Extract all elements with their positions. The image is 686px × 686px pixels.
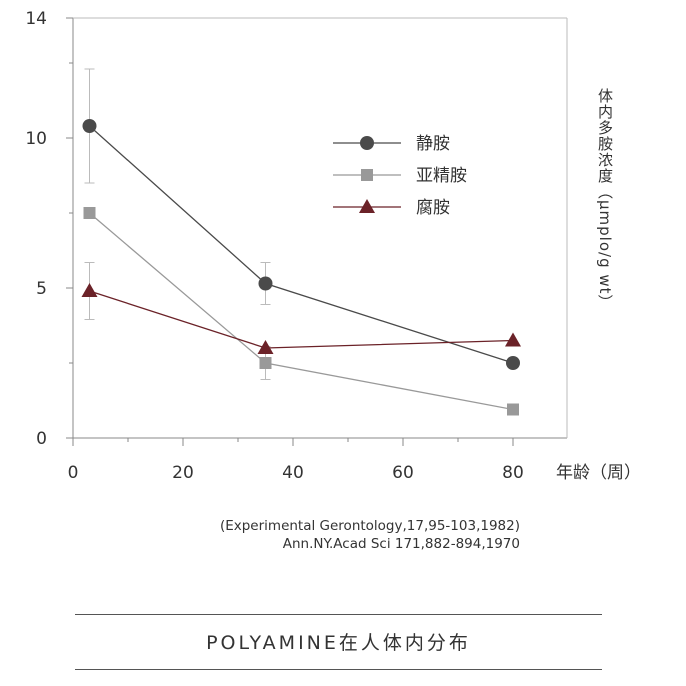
series-3 bbox=[81, 262, 521, 354]
chart-axes: 0 5 10 14 0 20 40 60 80 年龄（周） bbox=[25, 9, 641, 483]
y-tick-label: 10 bbox=[25, 129, 47, 149]
x-tick-label: 80 bbox=[502, 463, 524, 483]
series-1 bbox=[82, 68, 520, 370]
x-tick-label: 0 bbox=[68, 463, 79, 483]
data-point-triangle bbox=[359, 199, 375, 213]
y-tick-label: 0 bbox=[36, 429, 47, 449]
legend-label: 亚精胺 bbox=[416, 166, 467, 186]
data-point-triangle bbox=[257, 340, 274, 354]
data-point-triangle bbox=[81, 283, 98, 297]
data-point-square bbox=[259, 357, 272, 369]
data-point-circle bbox=[82, 119, 97, 133]
data-point-triangle bbox=[505, 332, 521, 347]
x-tick-label: 60 bbox=[392, 463, 414, 483]
x-axis-label: 年龄（周） bbox=[556, 463, 641, 483]
x-tick-label: 20 bbox=[172, 463, 194, 483]
legend-item: 腐胺 bbox=[333, 198, 450, 218]
data-point-circle bbox=[506, 356, 520, 370]
series-2 bbox=[83, 207, 519, 416]
caption-rule-bottom bbox=[75, 669, 602, 670]
data-point-square bbox=[507, 403, 519, 416]
legend-item: 亚精胺 bbox=[333, 166, 467, 186]
y-axis-label: 体内多胺浓度（μmplo/g wt） bbox=[596, 88, 614, 311]
legend-label: 静胺 bbox=[416, 134, 450, 154]
figure-caption: POLYAMINE在人体内分布 bbox=[206, 632, 471, 654]
x-tick-label: 40 bbox=[282, 463, 304, 483]
data-point-circle bbox=[360, 136, 374, 150]
caption-rule-top bbox=[75, 614, 602, 615]
legend-label: 腐胺 bbox=[416, 198, 450, 218]
legend-item: 静胺 bbox=[333, 134, 450, 154]
data-point-square bbox=[361, 169, 373, 181]
citation-2: Ann.NY.Acad Sci 171,882-894,1970 bbox=[282, 536, 520, 552]
series-line bbox=[89, 290, 514, 349]
series-line bbox=[89, 125, 514, 364]
y-tick-label: 14 bbox=[25, 9, 47, 29]
data-point-circle bbox=[258, 276, 273, 291]
chart-series bbox=[81, 68, 521, 416]
data-point-square bbox=[83, 207, 96, 219]
y-tick-label: 5 bbox=[36, 279, 47, 299]
citation-1: (Experimental Gerontology,17,95-103,1982… bbox=[219, 518, 520, 534]
